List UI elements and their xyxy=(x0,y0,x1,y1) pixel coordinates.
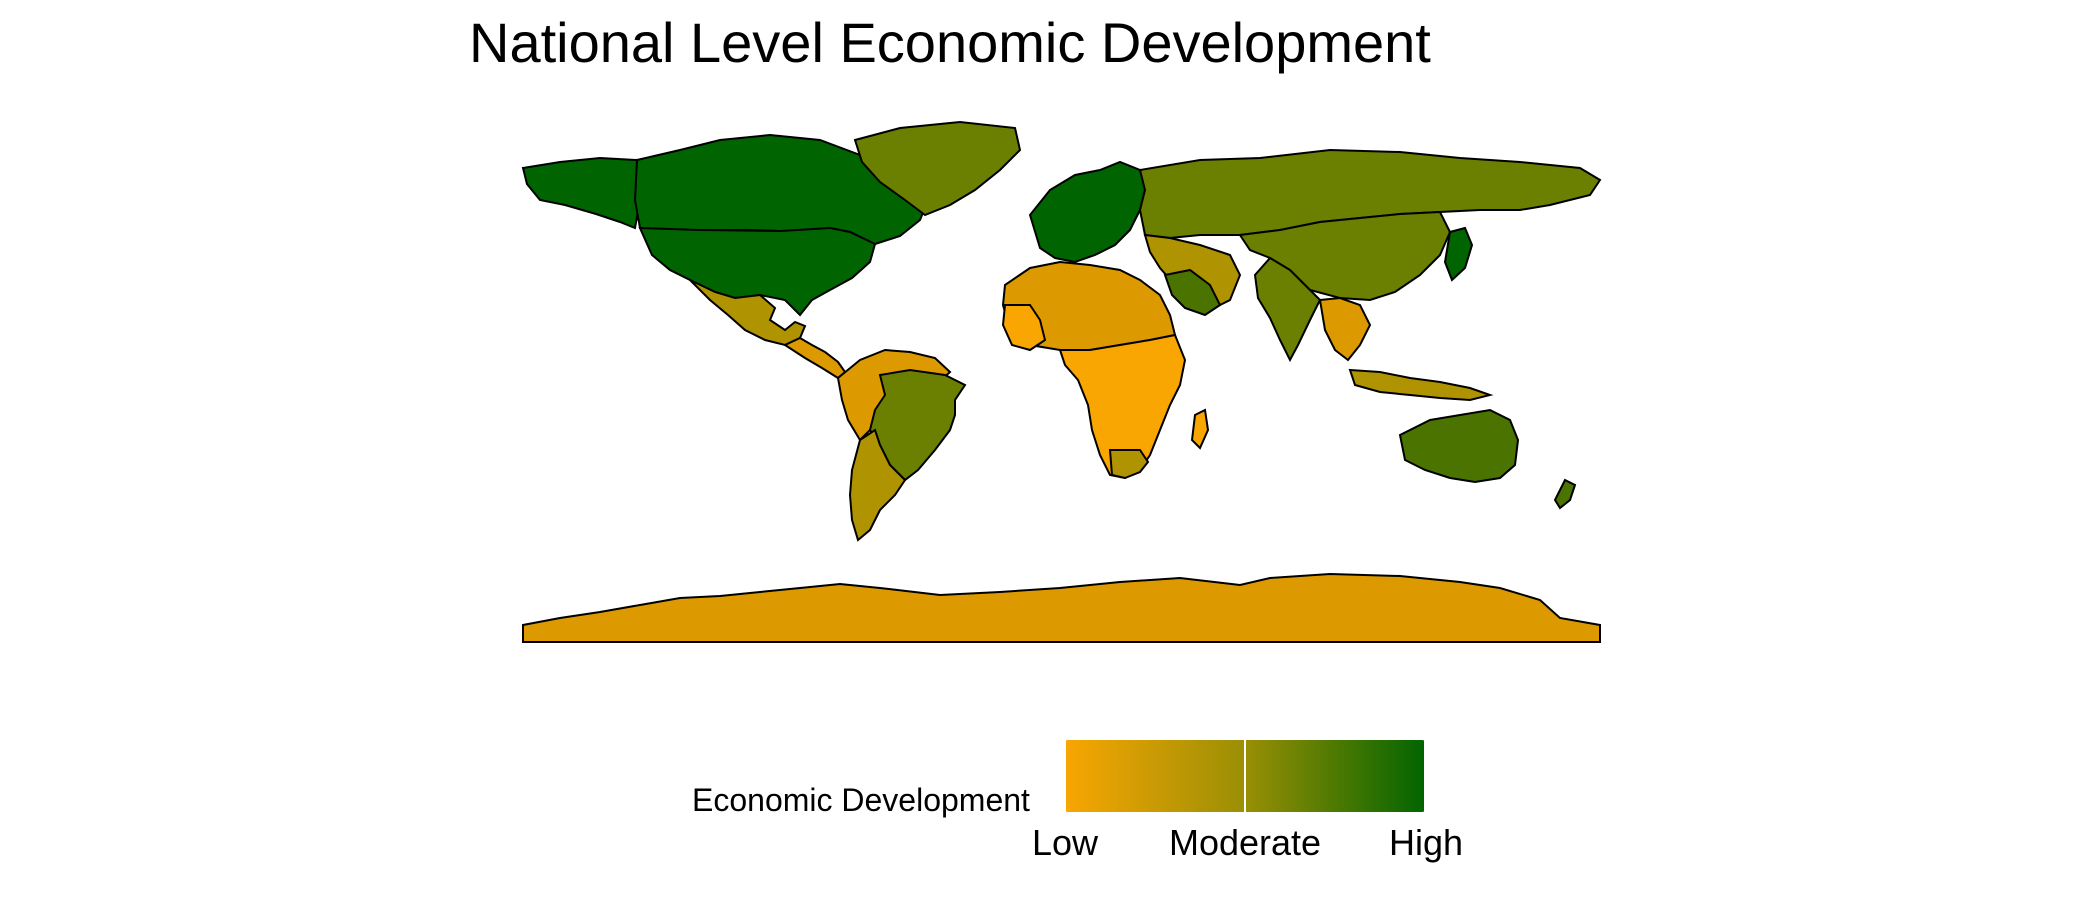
region-europe xyxy=(1028,160,1147,264)
region-south-africa xyxy=(1108,449,1150,480)
region-mexico xyxy=(689,279,807,347)
legend-tick-low xyxy=(1064,740,1066,812)
legend-title: Economic Development xyxy=(692,782,1030,818)
region-alaska xyxy=(521,156,642,230)
world-map xyxy=(521,120,1602,643)
region-saudi-arabia xyxy=(1163,268,1222,317)
region-southeast-asia xyxy=(1318,296,1372,362)
region-new-zealand xyxy=(1553,478,1577,510)
legend-label-high: High xyxy=(1388,822,1464,863)
legend-tick-high xyxy=(1424,740,1426,812)
legend-tick-moderate xyxy=(1244,740,1246,812)
region-greenland xyxy=(853,120,1022,217)
region-africa-south xyxy=(1058,333,1187,480)
region-brazil xyxy=(868,368,967,482)
region-africa-west xyxy=(1001,304,1047,352)
region-indonesia xyxy=(1348,368,1494,402)
region-south-america-south xyxy=(848,428,907,542)
region-madagascar xyxy=(1190,408,1210,450)
region-central-america xyxy=(782,336,847,380)
region-australia xyxy=(1398,408,1520,484)
legend-label-low: Low xyxy=(1031,822,1099,863)
region-antarctica xyxy=(522,572,1601,643)
legend-label-moderate: Moderate xyxy=(1168,822,1322,863)
region-japan xyxy=(1443,226,1474,282)
region-india xyxy=(1253,256,1322,363)
map-title: National Level Economic Development xyxy=(469,11,1431,74)
